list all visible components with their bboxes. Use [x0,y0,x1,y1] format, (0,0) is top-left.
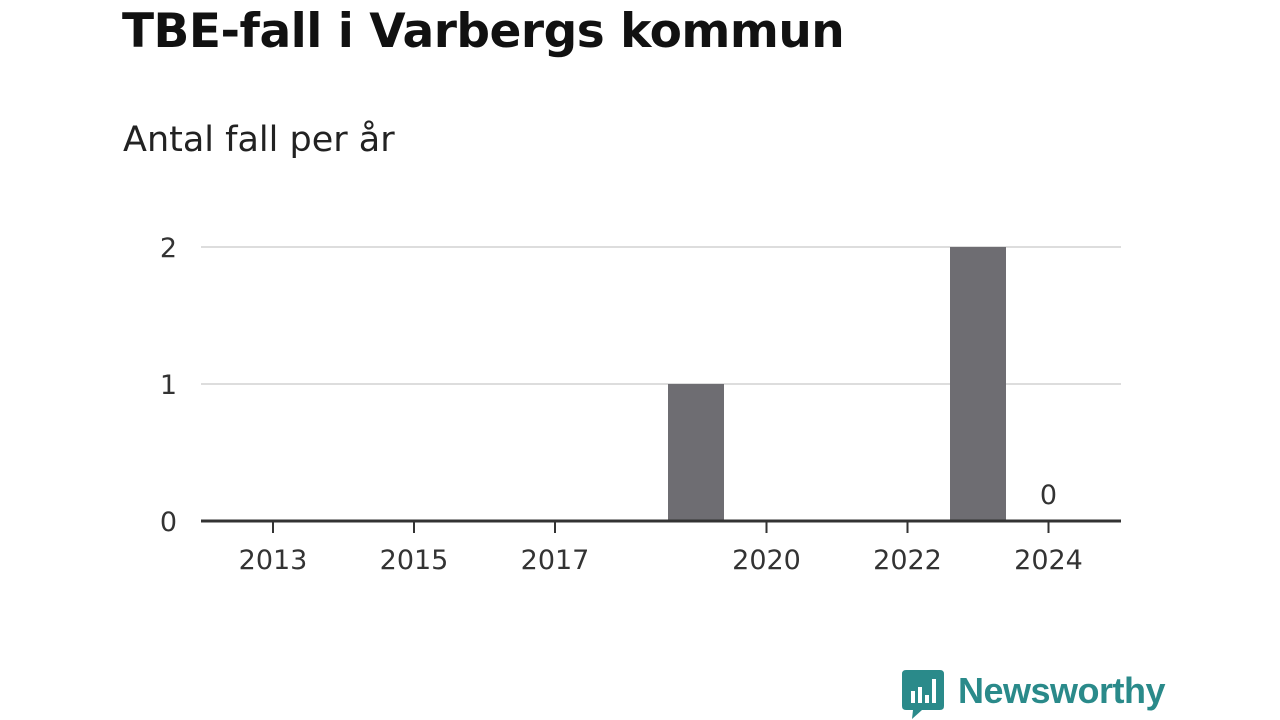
x-tick-label: 2024 [1014,545,1083,576]
bar-chart-speech-bubble-icon [902,670,944,719]
x-tick-label: 2015 [380,545,449,576]
y-axis-ticks: 0 1 2 [160,233,177,538]
bar-2023 [950,247,1006,521]
x-tick-label: 2013 [239,545,308,576]
chart-title: TBE-fall i Varbergs kommun [122,4,845,59]
annotations: 0 [1040,480,1057,511]
bars [668,247,1006,521]
y-tick-label: 0 [160,507,177,538]
x-tick-label: 2022 [873,545,942,576]
y-tick-label: 2 [160,233,177,264]
brand-name: Newsworthy [958,670,1166,711]
x-tick-label: 2020 [732,545,801,576]
x-axis-ticks: 2013 2015 2017 2020 2022 2024 [239,521,1083,576]
bar-2019 [668,384,724,521]
y-tick-label: 1 [160,370,177,401]
chart-subtitle: Antal fall per år [123,120,395,160]
data-label-2024: 0 [1040,480,1057,511]
x-tick-label: 2017 [521,545,590,576]
brand-logo: Newsworthy [902,670,1166,720]
